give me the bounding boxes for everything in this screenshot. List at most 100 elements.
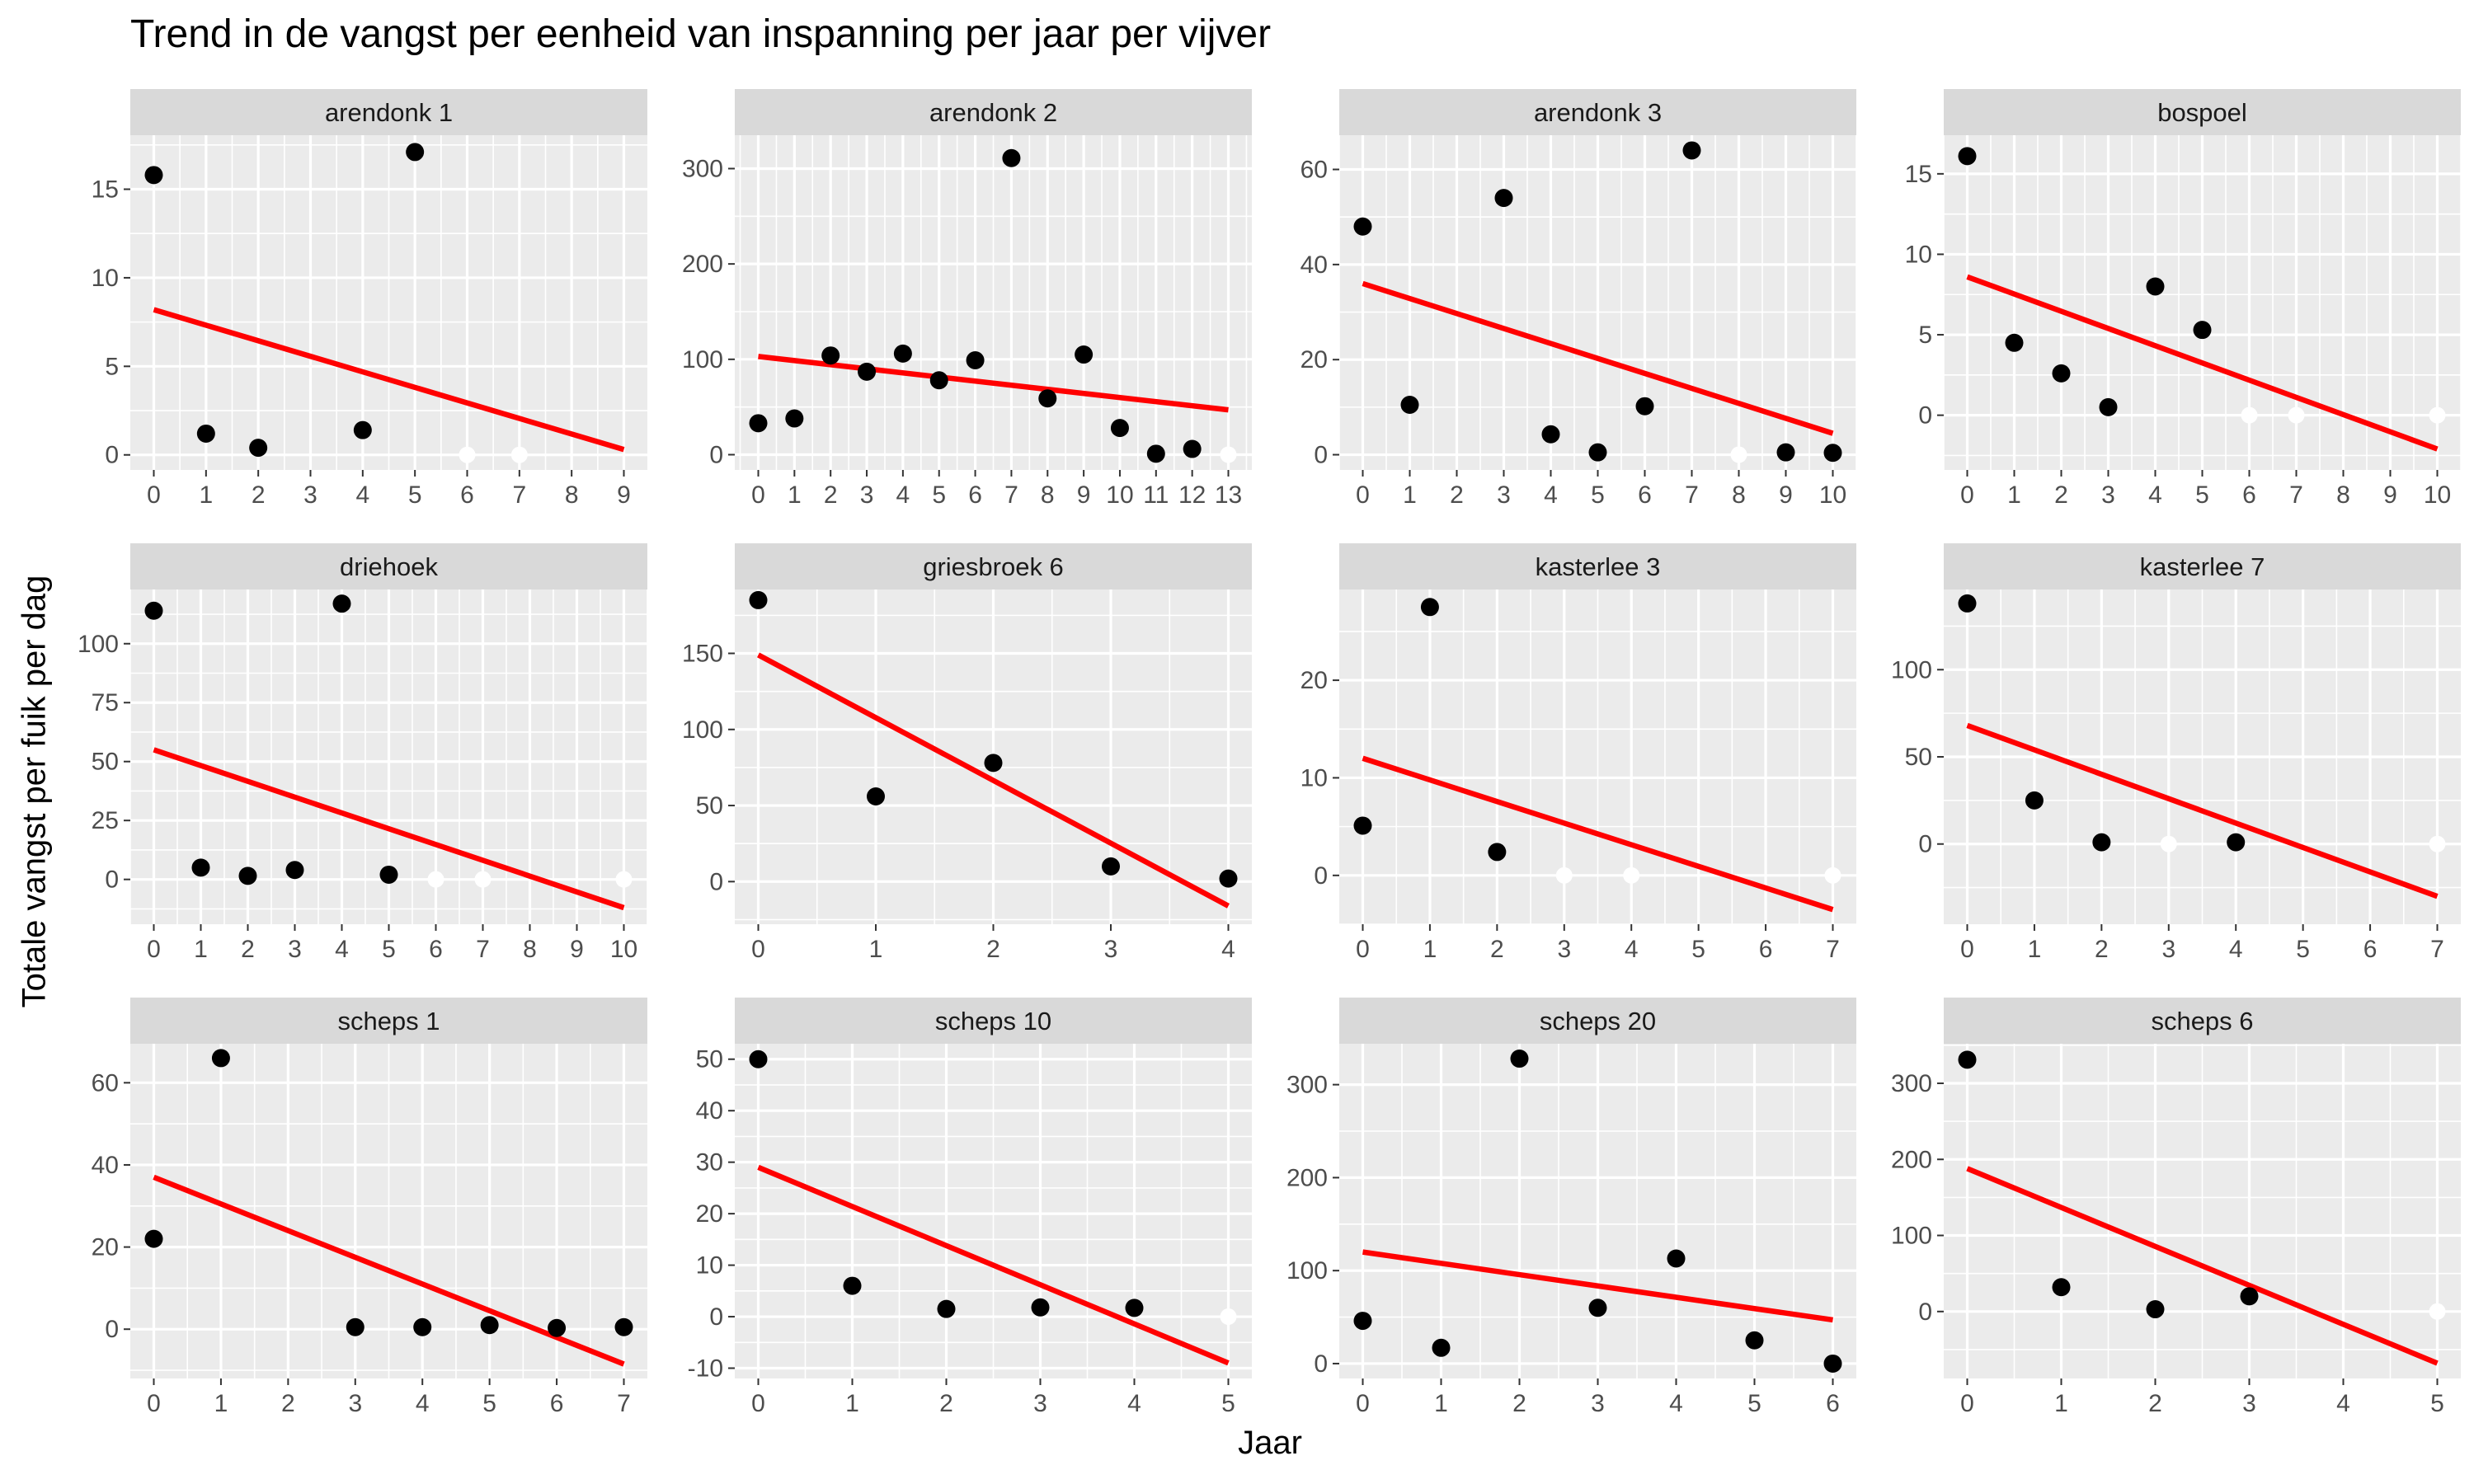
y-tick-label: 20 (92, 1234, 119, 1261)
zero-catch-point (2429, 835, 2446, 852)
data-point (821, 346, 840, 365)
x-tick-label: 0 (751, 481, 765, 509)
x-tick-label: 0 (1356, 1390, 1370, 1417)
facet-strip-label: arendonk 1 (325, 98, 453, 127)
y-tick-label: 30 (696, 1149, 723, 1176)
trend-line (1362, 755, 1834, 913)
zero-catch-point (2288, 406, 2305, 424)
x-tick-label: 1 (2007, 481, 2021, 509)
x-tick-label: 0 (751, 936, 765, 963)
x-tick-label: 3 (2242, 1390, 2256, 1417)
facet-strip-label: kasterlee 3 (1536, 552, 1661, 581)
data-point (1823, 444, 1842, 463)
y-tick-label: 10 (1300, 764, 1328, 791)
x-tick-label: 0 (1356, 481, 1370, 509)
data-point (1353, 217, 1372, 236)
x-tick-label: 7 (476, 936, 490, 963)
x-tick-label: 6 (2363, 936, 2378, 963)
zero-catch-point (474, 871, 492, 888)
data-point (1588, 443, 1607, 462)
data-point (1353, 1312, 1372, 1331)
data-point (893, 344, 912, 363)
x-tick-label: 3 (1591, 1390, 1605, 1417)
data-point (1432, 1338, 1451, 1357)
x-tick-label: 3 (303, 481, 317, 509)
x-tick-label: 7 (2289, 481, 2303, 509)
x-tick-label: 1 (1434, 1390, 1448, 1417)
data-point (1183, 439, 1202, 458)
y-tick-label: 0 (1314, 442, 1328, 469)
data-point (2099, 397, 2118, 416)
facet-strip-label: arendonk 3 (1534, 98, 1662, 127)
trend-line (153, 747, 625, 911)
x-tick-label: 3 (860, 481, 874, 509)
x-tick-label: 2 (241, 936, 255, 963)
data-point (1110, 419, 1129, 438)
data-point (1635, 397, 1654, 416)
data-point (1002, 148, 1021, 167)
x-tick-label: 0 (1960, 936, 1974, 963)
x-tick-label: 9 (617, 481, 631, 509)
x-tick-label: 4 (1221, 936, 1235, 963)
y-tick-label: 25 (92, 807, 119, 834)
data-point (1667, 1249, 1686, 1268)
facet-panel-3: bospoel 0 1 2 3 4 5 6 7 8 9 10 0 5 10 15 (1905, 89, 2462, 509)
x-tick-label: 4 (2148, 481, 2162, 509)
x-tick-label: 6 (460, 481, 474, 509)
data-point (749, 414, 768, 433)
data-point (614, 1317, 633, 1336)
x-tick-label: 2 (1490, 936, 1504, 963)
facet-strip-label: scheps 6 (2151, 1007, 2253, 1036)
x-tick-label: 6 (1826, 1390, 1840, 1417)
x-tick-label: 0 (147, 1390, 161, 1417)
x-tick-label: 7 (617, 1390, 631, 1417)
x-tick-label: 5 (932, 481, 946, 509)
y-tick-label: 100 (1891, 1223, 1932, 1250)
data-point (1541, 425, 1560, 444)
x-tick-label: 4 (335, 936, 349, 963)
x-tick-label: 0 (1356, 936, 1370, 963)
facet-strip-label: scheps 1 (337, 1007, 440, 1036)
facet-strip (130, 543, 647, 589)
facet-strip-label: scheps 20 (1540, 1007, 1656, 1036)
data-point (1488, 843, 1507, 862)
x-tick-label: 4 (1127, 1390, 1141, 1417)
x-tick-label: 7 (2430, 936, 2444, 963)
trend-line (153, 1174, 625, 1367)
x-tick-label: 2 (824, 481, 838, 509)
zero-catch-point (615, 871, 633, 888)
y-tick-label: 0 (105, 866, 119, 894)
x-tick-label: 2 (1512, 1390, 1526, 1417)
data-point (2240, 1287, 2259, 1306)
data-point (1219, 869, 1238, 888)
facet-strip-label: griesbroek 6 (923, 552, 1064, 581)
data-point (1958, 1050, 1977, 1069)
facet-panel-10: scheps 20 0 1 2 3 4 5 6 0 100 200 300 (1286, 998, 1856, 1417)
facet-strip (1944, 998, 2461, 1044)
y-tick-label: 5 (1918, 322, 1932, 349)
data-point (1031, 1298, 1050, 1317)
zero-catch-point (1730, 446, 1747, 463)
data-point (1745, 1331, 1764, 1350)
y-tick-label: 40 (1300, 251, 1328, 279)
data-point (2146, 277, 2165, 296)
zero-catch-point (2429, 1303, 2446, 1320)
data-point (2052, 364, 2071, 383)
x-tick-label: 3 (1497, 481, 1511, 509)
data-point (238, 866, 257, 885)
x-tick-label: 6 (968, 481, 982, 509)
x-tick-label: 9 (2383, 481, 2397, 509)
data-point (406, 143, 425, 162)
facet-strip (735, 543, 1252, 589)
y-tick-label: 20 (696, 1200, 723, 1228)
y-tick-label: 10 (92, 265, 119, 292)
y-tick-label: 40 (696, 1097, 723, 1125)
y-tick-label: 100 (682, 346, 723, 373)
x-tick-label: 11 (1143, 481, 1169, 509)
x-tick-label: 9 (1779, 481, 1793, 509)
x-tick-label: 7 (512, 481, 526, 509)
x-tick-label: 8 (565, 481, 579, 509)
x-tick-label: 13 (1215, 481, 1242, 509)
